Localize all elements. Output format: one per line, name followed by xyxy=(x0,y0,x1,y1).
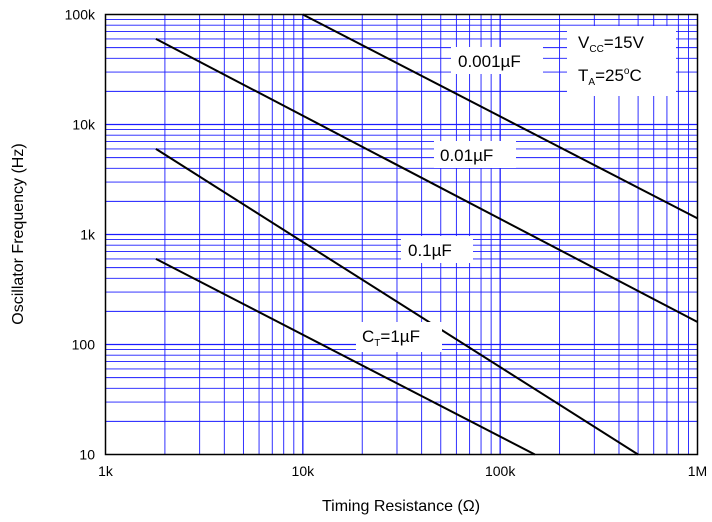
curve-label-01uF: 0.1µF xyxy=(401,236,473,263)
curve-label-1uF: CT=1µF xyxy=(356,322,442,352)
curve-label-001uF: 0.01µF xyxy=(434,141,516,168)
x-tick-label: 1k xyxy=(98,463,114,479)
y-tick-label: 100 xyxy=(72,337,96,353)
curve-label-01uF-text: 0.1µF xyxy=(408,241,452,260)
x-tick-label: 1M xyxy=(688,463,707,479)
y-tick-label: 1k xyxy=(80,227,96,243)
curve-label-0001uF-text: 0.001µF xyxy=(458,52,521,71)
curve-label-0001uF: 0.001µF xyxy=(451,47,543,74)
x-axis-title: Timing Resistance (Ω) xyxy=(322,498,480,515)
plot-frame xyxy=(104,13,699,456)
tick-labels: 1k 10k 100k 1M 10 100 1k 10k 100k xyxy=(65,7,708,480)
curve-label-001uF-text: 0.01µF xyxy=(440,146,493,165)
y-tick-label: 10k xyxy=(72,117,96,133)
x-tick-label: 10k xyxy=(292,463,316,479)
x-tick-label: 100k xyxy=(485,463,516,479)
curve-label-1uF-text: CT=1µF xyxy=(362,327,420,349)
series-line-0 xyxy=(155,258,536,456)
ta-condition: TA=25oC xyxy=(578,66,642,88)
conditions-box xyxy=(567,26,676,96)
y-tick-label: 10 xyxy=(79,447,95,463)
y-tick-label: 100k xyxy=(65,7,96,23)
y-axis-title: Oscillator Frequency (Hz) xyxy=(10,143,27,324)
series-line-2 xyxy=(155,38,698,323)
series-line-1 xyxy=(155,148,639,456)
curves xyxy=(155,13,698,456)
conditions-annotation: VCC=15V TA=25oC xyxy=(567,26,676,96)
vcc-condition: VCC=15V xyxy=(578,33,645,55)
series-line-3 xyxy=(302,13,698,220)
